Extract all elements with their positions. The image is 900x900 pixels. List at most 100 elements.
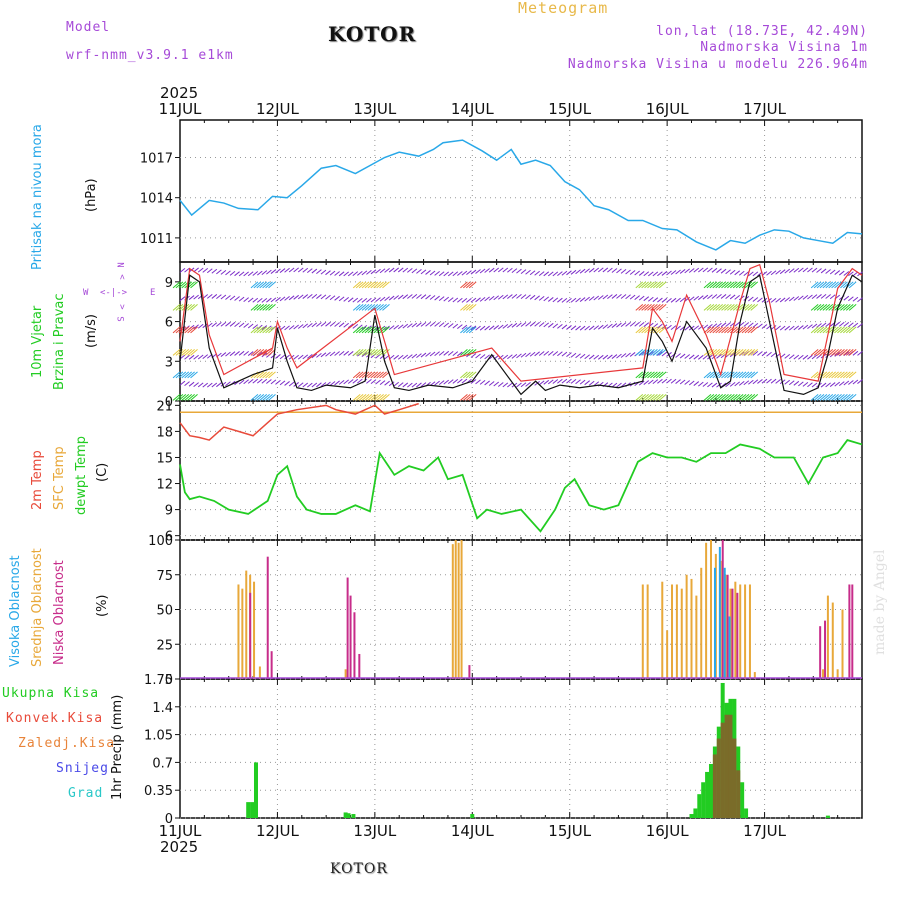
wind-barb [411,382,418,388]
wind-barb [220,352,227,357]
wind-arrow [840,394,848,401]
wind-barb [557,324,563,329]
cloud-bar [680,588,683,679]
wind-arrow [647,371,655,379]
wind-arrow [650,394,658,401]
wind-arrow [840,303,848,311]
wind-arrow [253,326,262,334]
temp-tick-label: 9 [165,504,173,519]
wind-barb [384,267,390,273]
footer-station: KOTOR [330,861,388,877]
wind-barb [711,382,718,388]
wind-barb [438,351,445,356]
temp-tick-label: 6 [165,530,173,545]
wind-barb [461,324,468,330]
cloud-bar [690,578,693,679]
wind-arrow [848,394,857,401]
wind-barb [843,351,850,356]
wind-barb [525,352,531,358]
wind-arrow [256,281,265,289]
wind-barb [252,378,259,384]
wind-barb [361,324,368,330]
cloud-bar [822,669,825,679]
wind-arrow [370,394,379,401]
wind-barb [293,294,299,300]
wind-barb [361,297,368,303]
wind-barb [525,269,531,275]
wind-barb [843,295,850,301]
wind-barb [602,324,609,330]
wind-barb [647,271,654,277]
wind-barb [316,322,322,327]
wind-barb [370,269,377,275]
wind-barb [557,271,563,277]
wind-barb [493,381,500,387]
wind-barb [743,271,750,277]
wind-arrow [840,326,848,334]
wind-barb [256,378,263,384]
wind-arrow [727,371,735,379]
wind-barb [311,382,318,388]
wind-barb [225,270,231,276]
wind-barb [698,354,704,360]
wind-arrow [706,394,715,401]
wind-barb [329,270,336,276]
wind-arrow [358,371,367,379]
precip-bar [250,802,255,818]
wind-barb [211,294,218,299]
wind-barb [534,351,540,357]
wind-arrow [724,371,732,379]
wind-barb [357,378,363,384]
wind-arrow [373,348,382,356]
wind-barb [707,294,713,300]
wind-barb [552,271,559,277]
wind-arrow [837,348,845,356]
year-top: 2025 [160,84,199,102]
wind-barb [457,351,463,357]
wind-barb [493,295,500,301]
wind-arrow [635,394,644,401]
wind-arrow [658,394,667,401]
wind-arrow [265,371,273,379]
wind-barb [197,354,204,360]
wind-barb [566,378,572,384]
wind-arrow [370,303,379,311]
wind-barb [270,269,277,274]
wind-barb [425,294,431,300]
cloud-bar [848,584,851,679]
wind-barb [416,353,422,358]
wind-barb [566,270,572,276]
wind-barb [857,297,863,303]
wind-arrow [256,394,265,401]
wind-arrow [465,281,474,289]
wind-barb [407,354,413,360]
wind-arrow [253,348,262,356]
wind-arrow [840,371,848,379]
wind-barb [334,380,340,386]
wind-barb [834,270,841,275]
wind-barb [438,271,445,277]
wind-barb [798,295,804,301]
wind-barb [479,296,486,302]
wind-barb [411,268,418,274]
wind-barb [193,294,199,300]
cloud-bar [258,666,261,679]
wind-arrow [175,394,184,401]
wind-barb [734,270,741,276]
wind-barb [607,267,613,273]
wind-arrow [361,394,370,401]
wind-arrow [259,281,268,289]
wind-barb [343,379,349,385]
wind-arrow [834,371,842,379]
wind-arrow [268,394,276,401]
wind-arrow [641,281,649,289]
wind-barb [357,297,363,303]
wind-arrow [724,326,732,334]
cloud-bar [671,584,674,679]
wind-barb [761,324,768,329]
cloud-tick-label: 0 [165,673,173,688]
pressure-tick-label: 1011 [140,232,173,247]
wind-tick-label: 3 [165,355,173,370]
wind-barb [306,354,313,359]
wind-arrow [744,281,753,289]
